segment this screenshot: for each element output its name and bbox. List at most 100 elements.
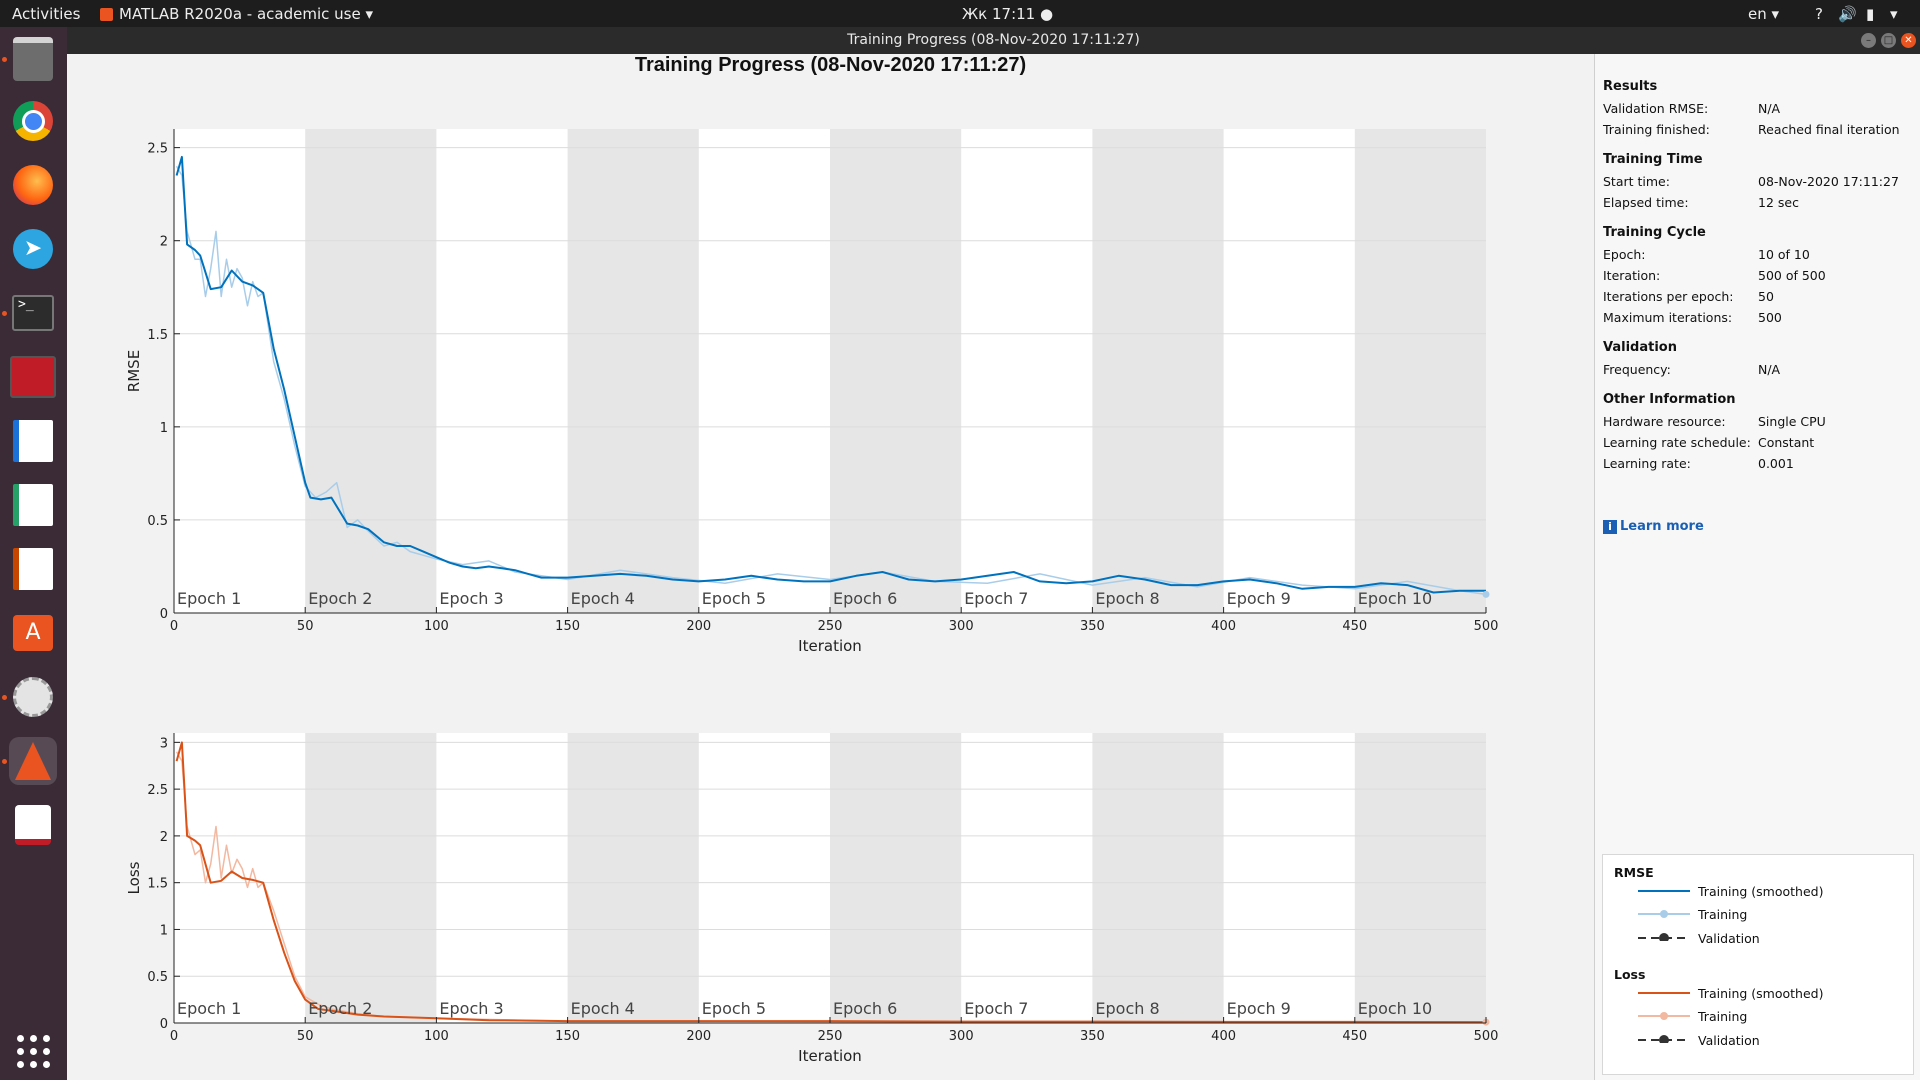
legend-rmse-swatches bbox=[1638, 890, 1690, 941]
loss-y-tick-label: 3 bbox=[160, 736, 168, 751]
language-indicator[interactable]: en ▾ bbox=[1748, 5, 1779, 23]
elapsed-time-value: 12 sec bbox=[1758, 195, 1799, 210]
minimize-icon[interactable]: – bbox=[1861, 33, 1876, 48]
rmse-epoch-band bbox=[567, 129, 699, 613]
volume-icon[interactable]: 🔊 bbox=[1838, 5, 1857, 23]
loss-epoch-band bbox=[305, 733, 437, 1023]
training-cycle-header: Training Cycle bbox=[1603, 225, 1706, 240]
impress-icon[interactable] bbox=[9, 545, 57, 593]
iteration-value: 500 of 500 bbox=[1758, 268, 1826, 283]
frequency-value: N/A bbox=[1758, 362, 1781, 377]
legend-loss-training-marker bbox=[1660, 1012, 1668, 1020]
training-info-panel: Results Validation RMSE: N/A Training fi… bbox=[1594, 54, 1920, 1080]
validation-header: Validation bbox=[1603, 340, 1677, 355]
rmse-training-line bbox=[175, 165, 1487, 596]
loss-x-tick-label: 350 bbox=[1080, 1029, 1105, 1044]
app-grid-icon[interactable] bbox=[9, 1027, 57, 1075]
running-indicator bbox=[2, 311, 7, 316]
loss-epoch-label: Epoch 3 bbox=[439, 999, 503, 1018]
clock[interactable]: Жк 17:11 ● bbox=[962, 5, 1053, 23]
battery-icon[interactable]: ▮ bbox=[1866, 5, 1875, 23]
loss-epoch-label: Epoch 4 bbox=[571, 999, 635, 1018]
rmse-epoch-label: Epoch 9 bbox=[1227, 589, 1291, 608]
legend-rmse-smoothed-label: Training (smoothed) bbox=[1698, 884, 1824, 899]
close-icon[interactable]: ✕ bbox=[1901, 33, 1916, 48]
rmse-epoch-label: Epoch 7 bbox=[964, 589, 1028, 608]
loss-y-tick-label: 0.5 bbox=[147, 970, 168, 985]
firefox-icon[interactable] bbox=[9, 161, 57, 209]
validation-rmse-value: N/A bbox=[1758, 101, 1781, 116]
loss-epoch-label: Epoch 5 bbox=[702, 999, 766, 1018]
training-time-header: Training Time bbox=[1603, 152, 1703, 167]
rmse-y-tick-label: 0.5 bbox=[147, 514, 168, 529]
maximize-icon[interactable]: □ bbox=[1881, 33, 1896, 48]
rmse-x-tick-label: 50 bbox=[297, 619, 314, 634]
terminal-icon[interactable]: >_ bbox=[9, 289, 57, 337]
loss-epoch-label: Epoch 1 bbox=[177, 999, 241, 1018]
rmse-epoch-label: Epoch 8 bbox=[1095, 589, 1159, 608]
other-info-header: Other Information bbox=[1603, 392, 1736, 407]
software-center-icon[interactable]: A bbox=[9, 609, 57, 657]
elapsed-time-label: Elapsed time: bbox=[1603, 195, 1689, 210]
loss-epoch-label: Epoch 7 bbox=[964, 999, 1028, 1018]
lr-schedule-label: Learning rate schedule: bbox=[1603, 435, 1751, 450]
hardware-resource-value: Single CPU bbox=[1758, 414, 1826, 429]
rmse-x-tick-label: 450 bbox=[1342, 619, 1367, 634]
loss-epoch-band bbox=[567, 733, 699, 1023]
epoch-label: Epoch: bbox=[1603, 247, 1646, 262]
loss-y-tick-label: 2.5 bbox=[147, 783, 168, 798]
frequency-label: Frequency: bbox=[1603, 362, 1671, 377]
settings-tools-icon[interactable] bbox=[9, 673, 57, 721]
activities-button[interactable]: Activities bbox=[12, 5, 81, 23]
window-title: Training Progress (08-Nov-2020 17:11:27) bbox=[847, 32, 1140, 48]
rmse-x-tick-label: 0 bbox=[170, 619, 178, 634]
rmse-x-tick-label: 300 bbox=[949, 619, 974, 634]
legend-loss-smoothed-label: Training (smoothed) bbox=[1698, 986, 1824, 1001]
max-iterations-label: Maximum iterations: bbox=[1603, 310, 1733, 325]
rmse-y-tick-label: 1.5 bbox=[147, 328, 168, 343]
legend-loss-validation-label: Validation bbox=[1698, 1033, 1760, 1048]
evince-icon[interactable] bbox=[9, 801, 57, 849]
loss-y-tick-label: 2 bbox=[160, 830, 168, 845]
rmse-epoch-band bbox=[305, 129, 437, 613]
learn-more-link[interactable]: i Learn more bbox=[1603, 519, 1704, 534]
loss-y-tick-label: 1 bbox=[160, 923, 168, 938]
plot-legend: RMSE Training (smoothed) Training Valida… bbox=[1602, 854, 1914, 1075]
app-menu[interactable]: MATLAB R2020a - academic use ▾ bbox=[100, 5, 373, 23]
plot-title: Training Progress (08-Nov-2020 17:11:27) bbox=[634, 54, 1027, 76]
training-finished-value: Reached final iteration bbox=[1758, 122, 1900, 137]
rmse-epoch-label: Epoch 3 bbox=[439, 589, 503, 608]
loss-x-tick-label: 150 bbox=[555, 1029, 580, 1044]
help-icon[interactable]: ? bbox=[1815, 5, 1823, 23]
rmse-epoch-label: Epoch 2 bbox=[308, 589, 372, 608]
files-icon[interactable] bbox=[9, 35, 57, 83]
rmse-x-tick-label: 250 bbox=[818, 619, 843, 634]
matlab-icon[interactable] bbox=[9, 737, 57, 785]
system-menu-caret-icon[interactable]: ▾ bbox=[1890, 5, 1898, 23]
rmse-y-tick-label: 2 bbox=[160, 235, 168, 250]
legend-loss-validation-marker bbox=[1659, 1035, 1669, 1043]
loss-epoch-band bbox=[830, 733, 962, 1023]
legend-rmse-header: RMSE bbox=[1614, 865, 1654, 880]
training-charts: Epoch 1 Epoch 2 Epoch 3 Epoch 4 Epoch 5 Epoch… bbox=[125, 129, 1498, 1065]
legend-loss-training-label: Training bbox=[1698, 1009, 1748, 1024]
writer-icon[interactable] bbox=[9, 417, 57, 465]
learning-rate-label: Learning rate: bbox=[1603, 456, 1691, 471]
rmse-x-tick-label: 150 bbox=[555, 619, 580, 634]
chrome-icon[interactable] bbox=[9, 97, 57, 145]
calculator-icon[interactable] bbox=[9, 353, 57, 401]
window-title-bar[interactable]: Training Progress (08-Nov-2020 17:11:27)… bbox=[67, 27, 1920, 54]
training-finished-label: Training finished: bbox=[1603, 122, 1710, 137]
loss-epoch-label: Epoch 10 bbox=[1358, 999, 1432, 1018]
calc-icon[interactable] bbox=[9, 481, 57, 529]
iterations-per-epoch-label: Iterations per epoch: bbox=[1603, 289, 1734, 304]
rmse-final-point bbox=[1482, 590, 1490, 598]
hardware-resource-label: Hardware resource: bbox=[1603, 414, 1726, 429]
loss-x-tick-label: 300 bbox=[949, 1029, 974, 1044]
iteration-label: Iteration: bbox=[1603, 268, 1661, 283]
loss-x-tick-label: 100 bbox=[424, 1029, 449, 1044]
loss-epoch-band bbox=[1354, 733, 1486, 1023]
telegram-icon[interactable]: ➤ bbox=[9, 225, 57, 273]
loss-training-smoothed-line bbox=[175, 741, 1487, 1024]
loss-y-axis-label: Loss bbox=[125, 861, 143, 894]
